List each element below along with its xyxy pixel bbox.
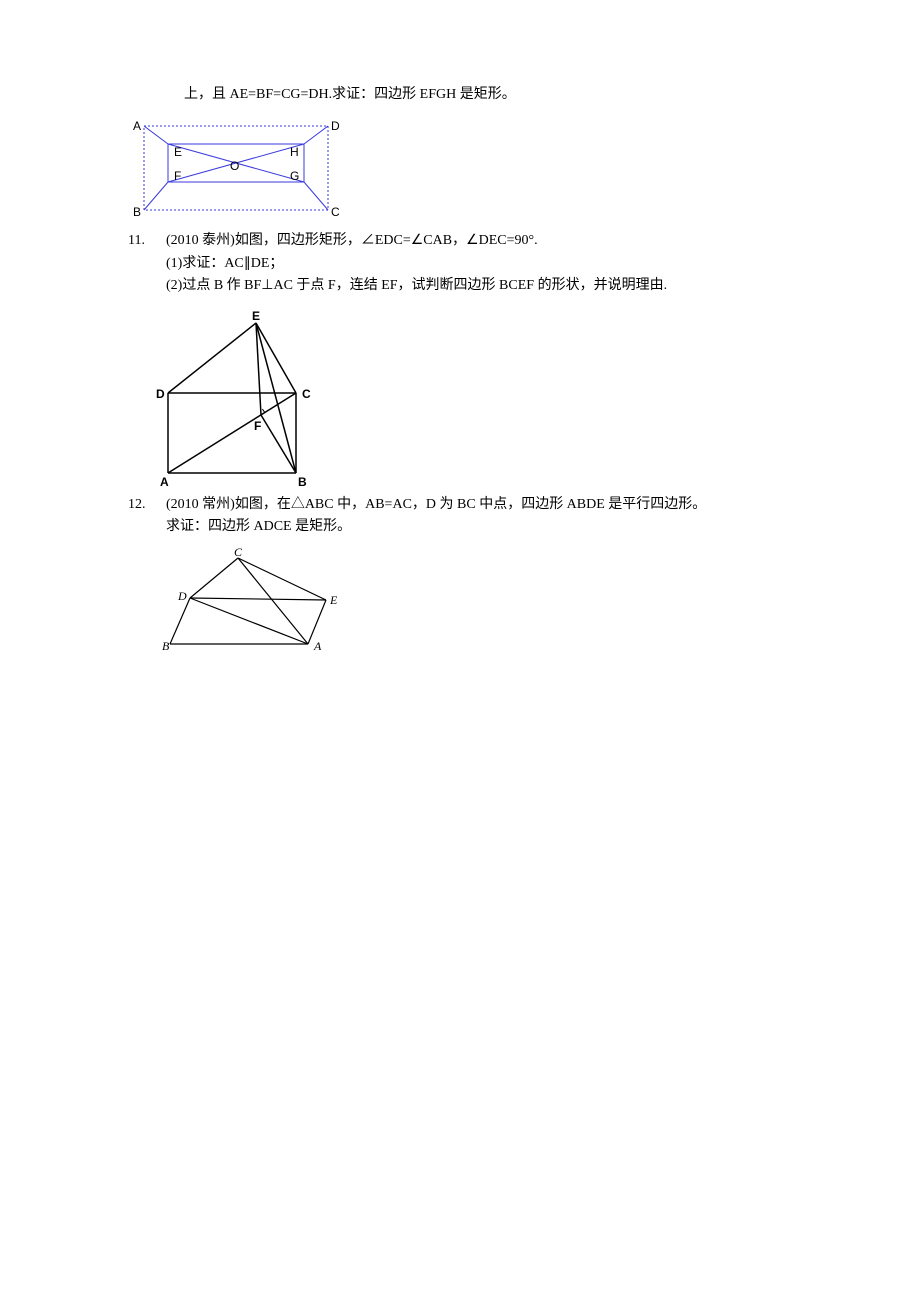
svg-text:B: B <box>298 475 307 488</box>
svg-text:E: E <box>174 145 182 159</box>
svg-text:D: D <box>331 119 340 133</box>
problem-12-line1: (2010 常州)如图，在△ABC 中，AB=AC，D 为 BC 中点，四边形 … <box>166 494 792 516</box>
problem-11: 11. (2010 泰州)如图，四边形矩形，∠EDC=∠CAB，∠DEC=90°… <box>128 230 792 297</box>
svg-text:B: B <box>133 205 141 219</box>
svg-text:D: D <box>177 589 187 603</box>
svg-text:C: C <box>302 387 311 401</box>
figure-adce: B A D E C <box>158 548 792 654</box>
svg-text:F: F <box>254 419 261 433</box>
figure-rectangle-efgh: A D B C E H F G O <box>128 114 792 224</box>
problem-12-number: 12. <box>128 494 166 539</box>
svg-text:D: D <box>156 387 165 401</box>
svg-text:A: A <box>133 119 141 133</box>
problem-11-line3: (2)过点 B 作 BF⊥AC 于点 F，连结 EF，试判断四边形 BCEF 的… <box>166 275 792 297</box>
problem-11-line1: (2010 泰州)如图，四边形矩形，∠EDC=∠CAB，∠DEC=90°. <box>166 230 792 252</box>
problem-11-body: (2010 泰州)如图，四边形矩形，∠EDC=∠CAB，∠DEC=90°. (1… <box>166 230 792 297</box>
svg-text:A: A <box>313 639 322 653</box>
prelude-text: 上，且 AE=BF=CG=DH.求证：四边形 EFGH 是矩形。 <box>128 84 792 106</box>
problem-11-number: 11. <box>128 230 166 297</box>
svg-text:C: C <box>331 205 340 219</box>
problem-12-line2: 求证：四边形 ADCE 是矩形。 <box>166 516 792 538</box>
svg-text:H: H <box>290 145 299 159</box>
svg-text:A: A <box>160 475 169 488</box>
svg-text:G: G <box>290 169 299 183</box>
svg-text:C: C <box>234 548 243 559</box>
problem-12: 12. (2010 常州)如图，在△ABC 中，AB=AC，D 为 BC 中点，… <box>128 494 792 539</box>
figure-bcef: A B C D E F <box>148 308 792 488</box>
problem-11-line2: (1)求证：AC∥DE； <box>166 253 792 275</box>
svg-text:B: B <box>162 639 170 653</box>
svg-text:F: F <box>174 169 181 183</box>
page-content: 上，且 AE=BF=CG=DH.求证：四边形 EFGH 是矩形。 A D B C E H F… <box>0 0 920 654</box>
svg-text:E: E <box>329 593 338 607</box>
svg-text:E: E <box>252 309 260 323</box>
problem-12-body: (2010 常州)如图，在△ABC 中，AB=AC，D 为 BC 中点，四边形 … <box>166 494 792 539</box>
svg-text:O: O <box>230 159 239 173</box>
